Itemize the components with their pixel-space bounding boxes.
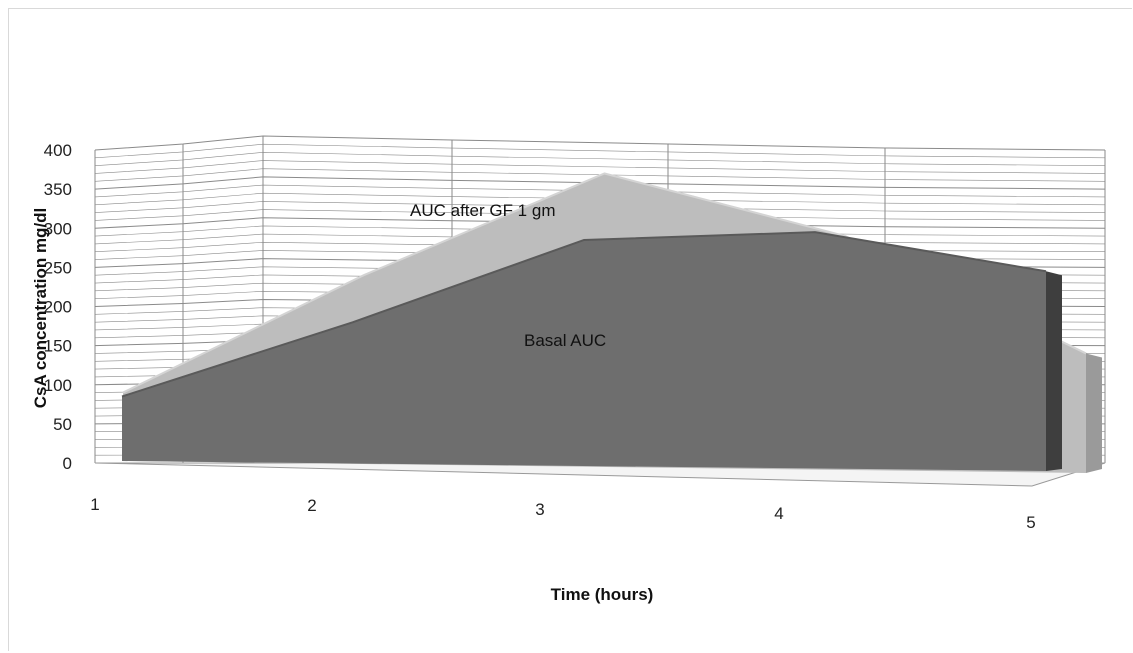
- area-top-edge: [121, 231, 1047, 398]
- x-tick-label: 4: [774, 504, 783, 523]
- y-tick-label: 400: [44, 141, 72, 160]
- x-tick-label: 1: [90, 495, 99, 514]
- area-side-face: [1046, 271, 1062, 471]
- y-tick-label: 350: [44, 180, 72, 199]
- x-tick-label: 3: [535, 500, 544, 519]
- y-tick-label: 0: [63, 454, 72, 473]
- x-tick-label: 2: [307, 496, 316, 515]
- gridline: [94, 152, 1106, 166]
- chart-series: [121, 172, 1102, 473]
- y-tick-label: 50: [53, 415, 72, 434]
- series-label-auc-after-gf: AUC after GF 1 gm: [410, 201, 555, 220]
- y-tick-label: 100: [44, 376, 72, 395]
- y-tick-label: 300: [44, 219, 72, 238]
- series-label-basal-auc: Basal AUC: [524, 331, 606, 350]
- gridline: [94, 135, 1106, 151]
- area-basal-auc: [122, 232, 1046, 471]
- chart-ticks: 0 50 100 150 200 250 300 350 400 1 2 3 4 5: [44, 141, 1036, 532]
- x-tick-label: 5: [1026, 513, 1035, 532]
- gridline: [94, 143, 1106, 159]
- y-tick-label: 250: [44, 258, 72, 277]
- y-tick-label: 150: [44, 337, 72, 356]
- gridline: [94, 160, 1106, 174]
- y-tick-label: 200: [44, 298, 72, 317]
- x-axis-title: Time (hours): [551, 585, 654, 604]
- area-side-face: [1086, 353, 1102, 473]
- y-axis-title: CsA concentration mg/dl: [31, 208, 50, 409]
